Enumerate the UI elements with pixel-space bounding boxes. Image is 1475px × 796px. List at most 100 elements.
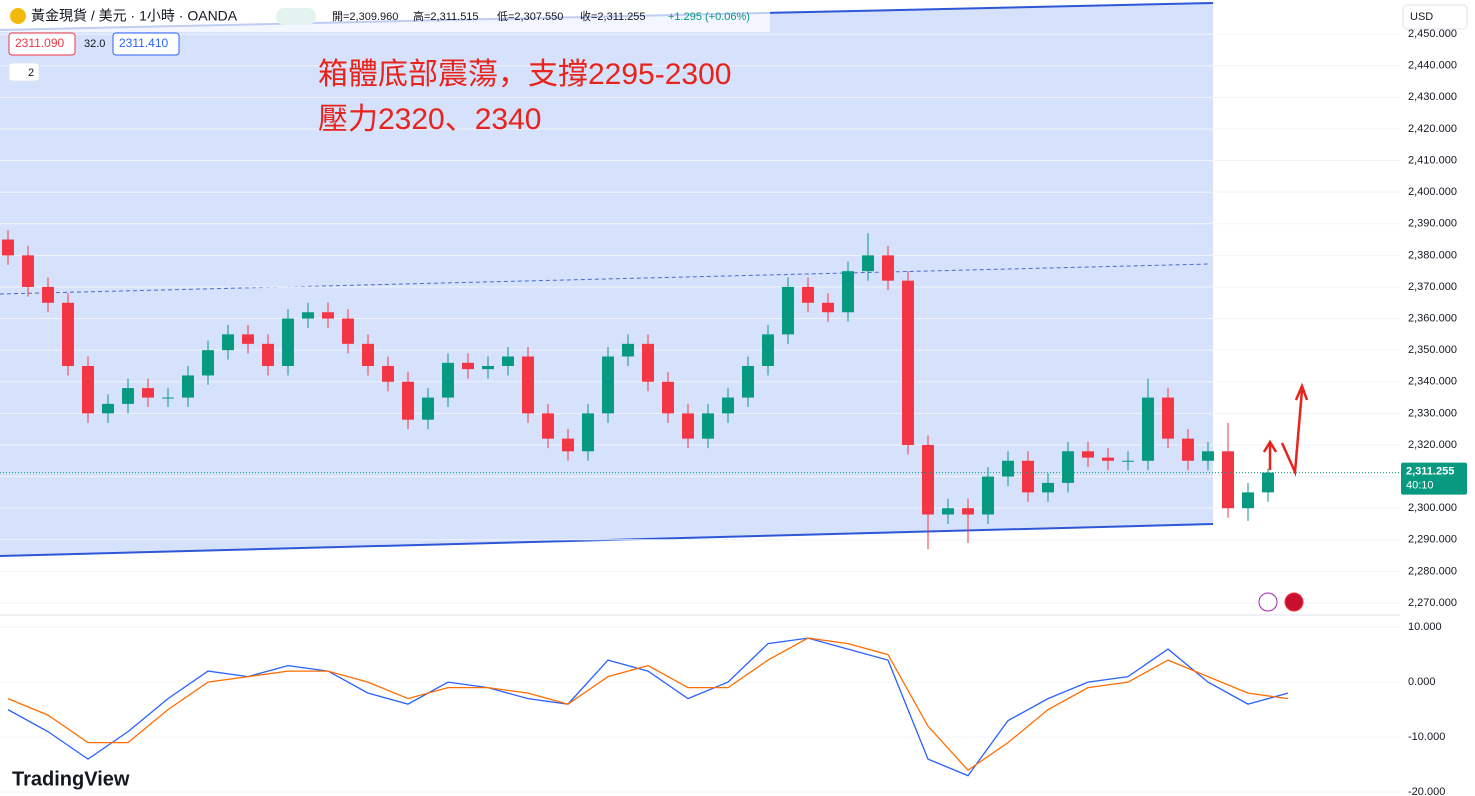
- y-tick-label: 2,350.000: [1408, 344, 1457, 356]
- y-tick-label: 2,420.000: [1408, 123, 1457, 135]
- candle-body: [262, 343, 274, 366]
- candle-body: [822, 302, 834, 313]
- event-icon[interactable]: [1284, 592, 1304, 612]
- status: [276, 8, 316, 25]
- y-tick-label: 2,430.000: [1408, 91, 1457, 103]
- marks: [0, 230, 1400, 777]
- symbol: 黃金現貨 / 美元 · 1小時 · OANDA: [31, 8, 238, 24]
- currency[interactable]: USD: [1410, 11, 1433, 23]
- candle-body: [102, 403, 114, 414]
- candle-body: [1022, 460, 1034, 493]
- last-price: 2,311.255: [1406, 466, 1454, 478]
- candle-body: [242, 334, 254, 344]
- y-tick-label: 2,380.000: [1408, 249, 1457, 261]
- candle-body: [682, 413, 694, 439]
- candle-body: [1162, 397, 1174, 439]
- y-tick-label: 2,440.000: [1408, 60, 1457, 72]
- ask-box[interactable]: [112, 32, 180, 56]
- candle-body: [302, 312, 314, 319]
- candle-body: [922, 444, 934, 515]
- annotation: 壓力2320、2340: [318, 103, 541, 136]
- candle-body: [122, 388, 134, 404]
- candle-body: [542, 413, 554, 439]
- candle-body: [742, 365, 754, 398]
- candle-body: [1002, 460, 1014, 477]
- y-tick-label: 2,270.000: [1408, 597, 1457, 609]
- candle-body: [1262, 472, 1274, 493]
- candle-body: [662, 381, 674, 414]
- arrow-up: [1262, 439, 1278, 470]
- y-tick-label: -20.000: [1408, 786, 1445, 796]
- header-bg: [0, 0, 770, 32]
- candle-body: [62, 302, 74, 366]
- candle-body: [562, 438, 574, 452]
- y-tick-label: 2,300.000: [1408, 502, 1457, 514]
- candle-body: [762, 334, 774, 366]
- candle-body: [162, 397, 174, 399]
- candle-body: [1202, 451, 1214, 461]
- candle-body: [42, 286, 54, 303]
- candle-body: [342, 318, 354, 344]
- y-tick-label: 2,320.000: [1408, 439, 1457, 451]
- grid: [0, 33, 1400, 793]
- candle-body: [502, 356, 514, 366]
- y-tick-label: 2,410.000: [1408, 154, 1457, 166]
- candle-body: [322, 312, 334, 319]
- price-axis: [1400, 0, 1475, 796]
- currency-select[interactable]: [1402, 4, 1468, 30]
- candle-body: [222, 334, 234, 351]
- indicator-count[interactable]: 2: [28, 67, 34, 79]
- candle-body: [702, 413, 714, 439]
- spread: 32.0: [84, 38, 105, 50]
- y-tick-label: 2,450.000: [1408, 28, 1457, 40]
- ohlc-high: 高=2,311.515: [413, 9, 479, 23]
- annotation: 箱體底部震蕩，支撐2295-2300: [318, 58, 731, 91]
- ohlc-open: 開=2,309.960: [332, 10, 398, 23]
- candle-body: [862, 255, 874, 272]
- candle-body: [182, 375, 194, 398]
- candle-body: [142, 388, 154, 398]
- indicator-line: [7, 637, 1289, 777]
- candle-body: [962, 508, 974, 515]
- candle-body: [1102, 457, 1114, 461]
- bid[interactable]: 2311.090: [15, 36, 64, 50]
- candle-body: [982, 476, 994, 515]
- candle-body: [942, 508, 954, 515]
- y-tick-label: 2,390.000: [1408, 218, 1457, 230]
- candle-body: [1142, 397, 1154, 461]
- candle-body: [1082, 451, 1094, 458]
- candle-body: [902, 280, 914, 445]
- event-icon[interactable]: [1258, 592, 1278, 612]
- y-tick-label: 10.000: [1408, 621, 1442, 633]
- candle-body: [382, 365, 394, 382]
- y-tick-label: 0.000: [1408, 676, 1436, 688]
- candle-body: [582, 413, 594, 452]
- indicator-toggle[interactable]: [8, 62, 40, 82]
- candle-body: [202, 350, 214, 376]
- candle-body: [1042, 482, 1054, 493]
- candle-body: [842, 271, 854, 313]
- y-tick-label: 2,370.000: [1408, 281, 1457, 293]
- arrow-path: [1280, 382, 1309, 477]
- candle-body: [622, 343, 634, 357]
- change: +1.295 (+0.06%): [668, 11, 750, 23]
- logo: TradingView: [12, 768, 130, 790]
- ohlc-low: 低=2,307.550: [497, 10, 563, 23]
- y-tick-label: 2,290.000: [1408, 534, 1457, 546]
- symbol-icon: [10, 8, 26, 24]
- y-tick-label: 2,280.000: [1408, 565, 1457, 577]
- candle-body: [402, 381, 414, 420]
- candle-body: [422, 397, 434, 420]
- y-tick-label: -10.000: [1408, 731, 1445, 743]
- candle-body: [882, 255, 894, 281]
- indicator-line: [7, 637, 1289, 772]
- candle-body: [782, 286, 794, 335]
- ask[interactable]: 2311.410: [119, 36, 168, 50]
- candle-body: [722, 397, 734, 414]
- candle-body: [1122, 460, 1134, 462]
- y-tick-label: 2,360.000: [1408, 312, 1457, 324]
- candle-body: [2, 239, 14, 256]
- bid-box[interactable]: [8, 32, 76, 56]
- candle-body: [1062, 451, 1074, 483]
